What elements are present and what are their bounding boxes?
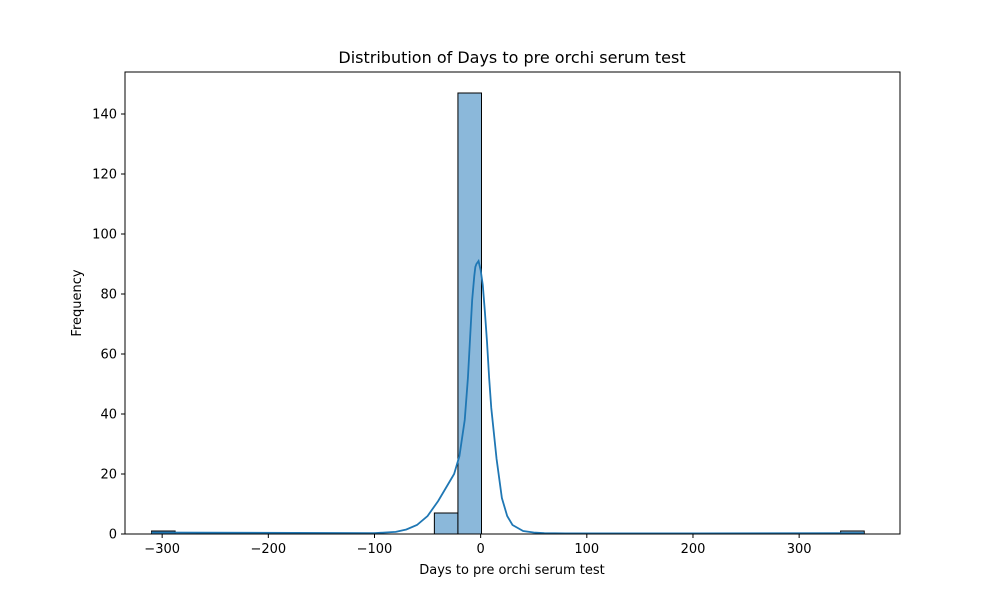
x-tick-label: 0: [477, 542, 485, 557]
y-tick-label: 40: [100, 408, 117, 423]
y-axis-ticks: 0 20 40 60 80 100 120 140: [92, 108, 125, 543]
y-tick-label: 120: [92, 168, 117, 183]
x-tick-label: −300: [144, 542, 180, 557]
y-tick-label: 60: [100, 348, 117, 363]
y-axis-label: Frequency: [70, 269, 85, 336]
x-axis-ticks: −300 −200 −100 0 100 200 300: [144, 534, 812, 557]
x-tick-label: 100: [574, 542, 599, 557]
histogram-bar: [433, 512, 459, 535]
plot-frame: [124, 71, 901, 535]
chart-title: Distribution of Days to pre orchi serum …: [338, 48, 685, 67]
x-tick-label: 300: [787, 542, 812, 557]
y-tick-label: 20: [100, 468, 117, 483]
kde-curve: [151, 258, 864, 535]
x-axis-label: Days to pre orchi serum test: [419, 563, 604, 578]
y-tick-label: 80: [100, 288, 117, 303]
histogram-bar: [457, 92, 483, 535]
x-tick-label: −100: [357, 542, 393, 557]
x-tick-label: −200: [250, 542, 286, 557]
y-tick-label: 140: [92, 108, 117, 123]
x-tick-label: 200: [681, 542, 706, 557]
y-tick-label: 0: [109, 528, 117, 543]
y-tick-label: 100: [92, 228, 117, 243]
